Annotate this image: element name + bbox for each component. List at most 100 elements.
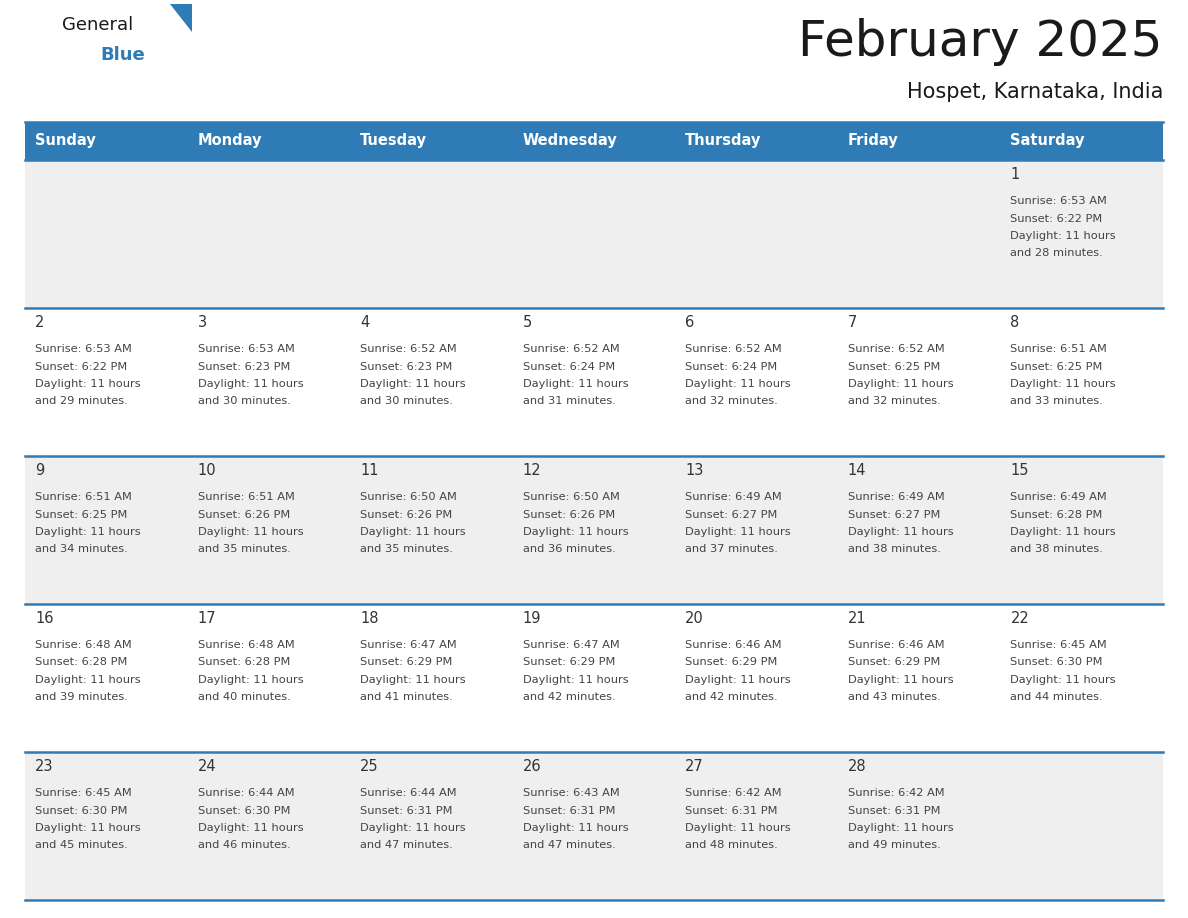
Text: Sunset: 6:24 PM: Sunset: 6:24 PM (523, 362, 615, 372)
Bar (25, 122, 1163, 160)
Text: 14: 14 (848, 463, 866, 478)
Text: Sunrise: 6:42 AM: Sunrise: 6:42 AM (685, 788, 782, 798)
Text: Daylight: 11 hours: Daylight: 11 hours (34, 379, 140, 389)
Text: 24: 24 (197, 759, 216, 774)
Text: Sunset: 6:31 PM: Sunset: 6:31 PM (685, 805, 778, 815)
Text: and 38 minutes.: and 38 minutes. (848, 544, 941, 554)
Text: Hospet, Karnataka, India: Hospet, Karnataka, India (906, 82, 1163, 102)
Text: 12: 12 (523, 463, 542, 478)
Text: 4: 4 (360, 315, 369, 330)
Text: February 2025: February 2025 (798, 18, 1163, 66)
Text: Daylight: 11 hours: Daylight: 11 hours (197, 379, 303, 389)
Text: Sunrise: 6:52 AM: Sunrise: 6:52 AM (360, 344, 457, 354)
Text: Sunrise: 6:47 AM: Sunrise: 6:47 AM (360, 640, 457, 650)
Text: and 37 minutes.: and 37 minutes. (685, 544, 778, 554)
Text: Sunset: 6:30 PM: Sunset: 6:30 PM (1011, 657, 1102, 667)
Text: Sunset: 6:29 PM: Sunset: 6:29 PM (685, 657, 778, 667)
Text: Daylight: 11 hours: Daylight: 11 hours (197, 527, 303, 537)
Bar (25, 160, 1163, 308)
Text: Daylight: 11 hours: Daylight: 11 hours (360, 675, 466, 685)
Text: Sunrise: 6:52 AM: Sunrise: 6:52 AM (848, 344, 944, 354)
Text: Sunset: 6:25 PM: Sunset: 6:25 PM (848, 362, 940, 372)
Text: Blue: Blue (100, 46, 145, 64)
Bar (25, 456, 1163, 604)
Text: Sunrise: 6:45 AM: Sunrise: 6:45 AM (1011, 640, 1107, 650)
Text: and 30 minutes.: and 30 minutes. (197, 397, 290, 407)
Text: and 43 minutes.: and 43 minutes. (848, 692, 941, 702)
Text: Sunrise: 6:50 AM: Sunrise: 6:50 AM (360, 492, 457, 502)
Text: Sunset: 6:26 PM: Sunset: 6:26 PM (360, 509, 453, 520)
Text: and 49 minutes.: and 49 minutes. (848, 841, 941, 850)
Text: 21: 21 (848, 611, 866, 626)
Bar (25, 752, 1163, 900)
Text: Daylight: 11 hours: Daylight: 11 hours (848, 675, 954, 685)
Text: Daylight: 11 hours: Daylight: 11 hours (34, 527, 140, 537)
Text: and 30 minutes.: and 30 minutes. (360, 397, 453, 407)
Text: and 48 minutes.: and 48 minutes. (685, 841, 778, 850)
Text: Daylight: 11 hours: Daylight: 11 hours (848, 823, 954, 833)
Text: Sunrise: 6:46 AM: Sunrise: 6:46 AM (848, 640, 944, 650)
Text: and 39 minutes.: and 39 minutes. (34, 692, 128, 702)
Text: 2: 2 (34, 315, 44, 330)
Text: and 42 minutes.: and 42 minutes. (523, 692, 615, 702)
Text: Sunset: 6:25 PM: Sunset: 6:25 PM (1011, 362, 1102, 372)
Text: and 35 minutes.: and 35 minutes. (197, 544, 290, 554)
Text: Sunrise: 6:42 AM: Sunrise: 6:42 AM (848, 788, 944, 798)
Text: Sunrise: 6:43 AM: Sunrise: 6:43 AM (523, 788, 619, 798)
Text: Sunrise: 6:48 AM: Sunrise: 6:48 AM (34, 640, 132, 650)
Text: Sunrise: 6:52 AM: Sunrise: 6:52 AM (523, 344, 619, 354)
Text: Sunset: 6:24 PM: Sunset: 6:24 PM (685, 362, 777, 372)
Text: Sunset: 6:30 PM: Sunset: 6:30 PM (197, 805, 290, 815)
Text: Sunset: 6:28 PM: Sunset: 6:28 PM (1011, 509, 1102, 520)
Text: 16: 16 (34, 611, 53, 626)
Text: Daylight: 11 hours: Daylight: 11 hours (848, 527, 954, 537)
Text: Sunrise: 6:46 AM: Sunrise: 6:46 AM (685, 640, 782, 650)
Text: Sunset: 6:29 PM: Sunset: 6:29 PM (848, 657, 940, 667)
Text: and 40 minutes.: and 40 minutes. (197, 692, 290, 702)
Text: Sunrise: 6:49 AM: Sunrise: 6:49 AM (685, 492, 782, 502)
Text: 7: 7 (848, 315, 858, 330)
Text: Sunday: Sunday (34, 133, 96, 149)
Text: Sunrise: 6:49 AM: Sunrise: 6:49 AM (1011, 492, 1107, 502)
Text: Sunrise: 6:53 AM: Sunrise: 6:53 AM (197, 344, 295, 354)
Text: Sunset: 6:26 PM: Sunset: 6:26 PM (197, 509, 290, 520)
Text: and 38 minutes.: and 38 minutes. (1011, 544, 1104, 554)
Text: Saturday: Saturday (1011, 133, 1085, 149)
Text: 15: 15 (1011, 463, 1029, 478)
Text: and 29 minutes.: and 29 minutes. (34, 397, 128, 407)
Text: 10: 10 (197, 463, 216, 478)
Text: Daylight: 11 hours: Daylight: 11 hours (1011, 231, 1116, 241)
Text: Sunset: 6:23 PM: Sunset: 6:23 PM (197, 362, 290, 372)
Text: Sunset: 6:27 PM: Sunset: 6:27 PM (848, 509, 940, 520)
Bar (25, 604, 1163, 752)
Text: Daylight: 11 hours: Daylight: 11 hours (34, 675, 140, 685)
Text: Sunrise: 6:51 AM: Sunrise: 6:51 AM (1011, 344, 1107, 354)
Text: 19: 19 (523, 611, 542, 626)
Bar (25, 308, 1163, 456)
Text: Sunrise: 6:44 AM: Sunrise: 6:44 AM (360, 788, 456, 798)
Text: Daylight: 11 hours: Daylight: 11 hours (685, 379, 791, 389)
Text: Sunrise: 6:51 AM: Sunrise: 6:51 AM (34, 492, 132, 502)
Text: 9: 9 (34, 463, 44, 478)
Text: Sunrise: 6:52 AM: Sunrise: 6:52 AM (685, 344, 782, 354)
Text: Monday: Monday (197, 133, 263, 149)
Text: Daylight: 11 hours: Daylight: 11 hours (523, 379, 628, 389)
Text: Friday: Friday (848, 133, 898, 149)
Text: Thursday: Thursday (685, 133, 762, 149)
Text: and 45 minutes.: and 45 minutes. (34, 841, 128, 850)
Text: Sunrise: 6:44 AM: Sunrise: 6:44 AM (197, 788, 295, 798)
Text: Daylight: 11 hours: Daylight: 11 hours (360, 379, 466, 389)
Text: Sunset: 6:31 PM: Sunset: 6:31 PM (523, 805, 615, 815)
Text: Sunset: 6:27 PM: Sunset: 6:27 PM (685, 509, 778, 520)
Text: Sunrise: 6:49 AM: Sunrise: 6:49 AM (848, 492, 944, 502)
Text: and 46 minutes.: and 46 minutes. (197, 841, 290, 850)
Text: and 34 minutes.: and 34 minutes. (34, 544, 128, 554)
Text: 3: 3 (197, 315, 207, 330)
Text: Daylight: 11 hours: Daylight: 11 hours (360, 823, 466, 833)
Text: and 47 minutes.: and 47 minutes. (360, 841, 453, 850)
Text: 20: 20 (685, 611, 704, 626)
Text: Sunset: 6:22 PM: Sunset: 6:22 PM (34, 362, 127, 372)
Text: 28: 28 (848, 759, 866, 774)
Text: and 32 minutes.: and 32 minutes. (685, 397, 778, 407)
Text: 17: 17 (197, 611, 216, 626)
